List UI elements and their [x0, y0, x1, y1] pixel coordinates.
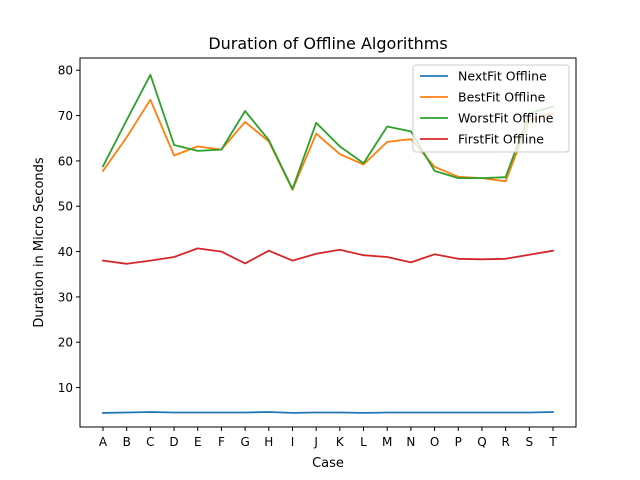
legend-box [412, 64, 570, 153]
x-tick-label: K [336, 435, 345, 449]
y-axis-ticks: 10 20 30 40 50 60 70 80 [58, 64, 80, 395]
x-tick-label: J [313, 435, 318, 449]
x-tick-label: N [406, 435, 415, 449]
x-tick-label: D [169, 435, 178, 449]
x-tick-label: H [264, 435, 273, 449]
y-tick-label: 20 [58, 336, 73, 350]
y-tick-label: 60 [58, 154, 73, 168]
y-tick-label: 30 [58, 290, 73, 304]
x-tick-label: F [218, 435, 225, 449]
x-tick-label: M [382, 435, 392, 449]
series-line-firstfit-offline [101, 247, 555, 265]
y-tick-label: 70 [58, 109, 73, 123]
legend-label: NextFit Offline [458, 69, 547, 84]
x-tick-label: S [526, 435, 534, 449]
series-layer [101, 73, 555, 414]
x-tick-label: C [146, 435, 154, 449]
x-tick-label: T [548, 435, 557, 449]
x-tick-label: Q [477, 435, 486, 449]
x-tick-label: A [99, 435, 108, 449]
y-tick-label: 10 [58, 381, 73, 395]
y-axis-label: Duration in Micro Seconds [32, 157, 47, 328]
x-tick-label: P [455, 435, 462, 449]
x-tick-label: I [291, 435, 295, 449]
x-tick-label: E [194, 435, 202, 449]
x-tick-label: R [501, 435, 509, 449]
y-tick-label: 80 [58, 64, 73, 78]
legend: NextFit Offline BestFit Offline WorstFit O… [412, 64, 570, 153]
series-line-worstfit-offline [101, 73, 555, 190]
x-tick-label: L [360, 435, 367, 449]
x-axis-label: Case [312, 456, 344, 471]
legend-label: FirstFit Offline [458, 132, 544, 147]
plot-area-frame [79, 57, 577, 428]
series-line-nextfit-offline [102, 411, 554, 414]
legend-label: BestFit Offline [458, 90, 546, 105]
x-tick-label: B [123, 435, 131, 449]
x-tick-label: O [430, 435, 439, 449]
legend-label: WorstFit Offline [458, 111, 554, 126]
y-tick-label: 50 [58, 200, 73, 214]
x-tick-label: G [240, 435, 249, 449]
y-tick-label: 40 [58, 245, 73, 259]
chart-title: Duration of Offline Algorithms [208, 34, 447, 53]
